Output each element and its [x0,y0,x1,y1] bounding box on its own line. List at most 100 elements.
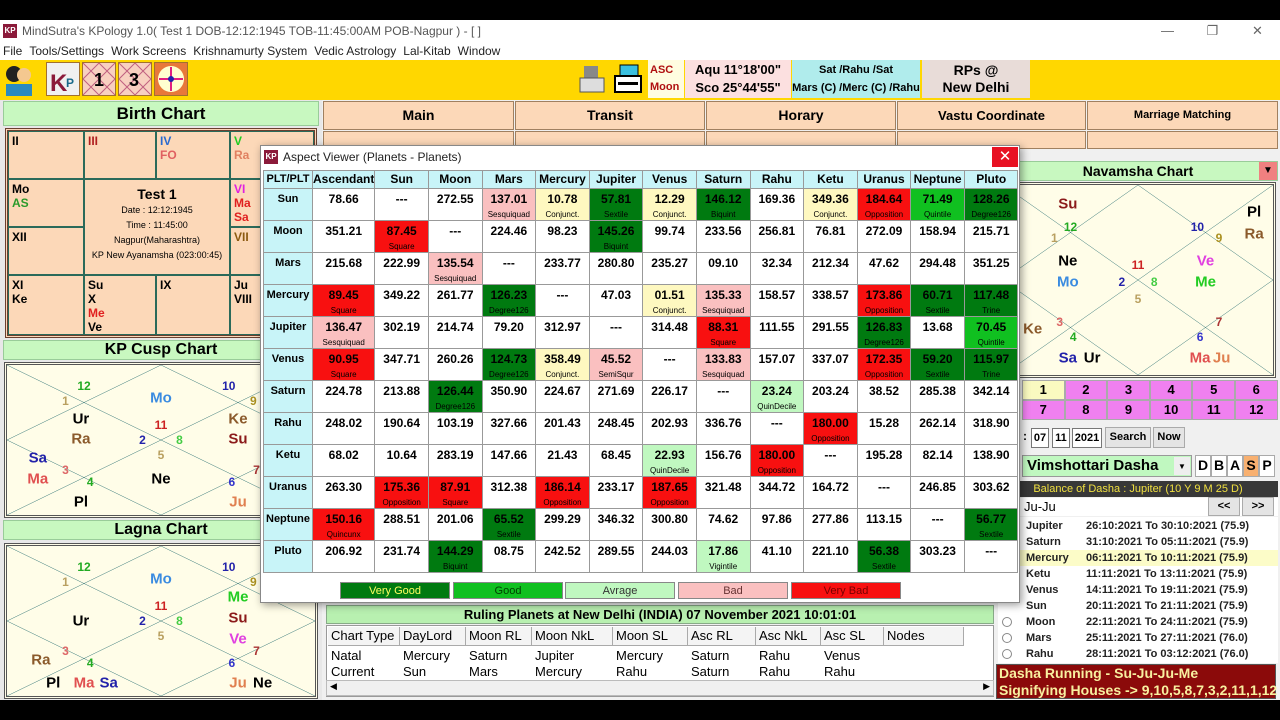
dasha-mode-d[interactable]: D [1195,455,1211,477]
aspect-cell[interactable]: 172.35 Opposition [856,348,912,381]
aspect-cell[interactable]: 233.17 [588,476,644,509]
aspect-cell[interactable]: 89.45 Square [311,284,376,317]
radio-button[interactable] [1002,649,1012,659]
aspect-cell[interactable]: 314.48 [642,316,697,349]
aspect-cell[interactable]: 23.24 QuinDecile [749,380,805,413]
birth-chart-house[interactable]: XI Ke [8,275,84,335]
rp-column-header[interactable]: Asc RL [688,627,756,646]
aspect-cell[interactable]: 256.81 [749,220,805,253]
aspect-cell[interactable]: 272.55 [427,188,483,221]
dasha-period-row[interactable]: Rahu 28:11:2021 To 03:12:2021 (76.0) [1000,646,1278,662]
aspect-cell[interactable]: 349.36 Conjunct. [803,188,858,221]
aspect-cell[interactable]: 135.54 Sesquiquad [427,252,483,285]
search-button[interactable]: Search [1105,427,1151,448]
aspect-cell[interactable]: 212.34 [803,252,858,285]
aspect-cell[interactable]: 351.21 [311,220,376,253]
rp-column-header[interactable]: Chart Type [328,627,400,646]
aspect-cell[interactable]: 12.29 Conjunct. [642,188,697,221]
aspect-cell[interactable]: 233.77 [535,252,590,285]
aspect-cell[interactable]: 57.81 Sextile [588,188,644,221]
aspect-cell[interactable]: 158.94 [910,220,965,253]
rp-column-header[interactable]: Moon RL [466,627,532,646]
aspect-cell[interactable]: 277.86 [803,508,858,541]
aspect-cell[interactable]: 145.26 Biquint [588,220,644,253]
tab-transit[interactable]: Transit [515,101,705,130]
dropdown-arrow-icon[interactable]: ▼ [1174,457,1190,475]
aspect-cell[interactable]: 201.06 [427,508,483,541]
scroll-left-arrow-icon[interactable]: ◀ [330,681,337,691]
birth-chart-house[interactable]: IX [156,275,230,335]
aspect-cell[interactable]: 65.52 Sextile [481,508,537,541]
aspect-cell[interactable]: 13.68 [910,316,965,349]
year-input[interactable]: 2021 [1072,428,1102,448]
aspect-cell[interactable]: 22.93 QuinDecile [642,444,697,477]
birth-chart-house[interactable]: IV FO [156,131,230,179]
aspect-cell[interactable]: 186.14 Opposition [535,476,590,509]
aspect-cell[interactable]: 358.49 Conjunct. [535,348,590,381]
aspect-cell[interactable]: 180.00 Opposition [749,444,805,477]
aspect-cell[interactable]: 41.10 [749,540,805,573]
house-button-3[interactable]: 3 [1107,380,1150,400]
aspect-cell[interactable]: 312.97 [535,316,590,349]
menu-lal-kitab[interactable]: Lal-Kitab [403,44,451,58]
dialog-title-bar[interactable]: KP Aspect Viewer (Planets - Planets) [261,146,1019,168]
aspect-cell[interactable]: 88.31 Square [695,316,751,349]
rp-column-header[interactable]: Asc NkL [756,627,821,646]
scroll-right-arrow-icon[interactable]: ▶ [983,681,990,691]
aspect-cell[interactable]: 138.90 [963,444,1019,477]
dasha-period-row[interactable]: Moon 22:11:2021 To 24:11:2021 (75.9) [1000,614,1278,630]
aspect-cell[interactable]: 74.62 [695,508,751,541]
aspect-cell[interactable]: 203.24 [803,380,858,413]
aspect-cell[interactable]: 117.48 Trine [963,284,1019,317]
aspect-cell[interactable]: 09.10 [695,252,751,285]
aspect-cell[interactable]: 201.43 [535,412,590,445]
day-input[interactable]: 07 [1031,428,1049,448]
aspect-cell[interactable]: 169.36 [749,188,805,221]
aspect-cell[interactable]: 262.14 [910,412,965,445]
subtab[interactable] [1087,131,1278,149]
aspect-cell[interactable]: 56.77 Sextile [963,508,1019,541]
aspect-cell[interactable]: 248.02 [311,412,376,445]
aspect-cell[interactable]: 231.74 [374,540,429,573]
aspect-cell[interactable]: 10.64 [374,444,429,477]
aspect-cell[interactable]: 164.72 [803,476,858,509]
dasha-period-row[interactable]: Sun 20:11:2021 To 21:11:2021 (75.9) [1000,598,1278,614]
rp-column-header[interactable]: DayLord [400,627,466,646]
birth-chart-house[interactable]: XII [8,227,84,275]
aspect-cell[interactable]: 338.57 [803,284,858,317]
aspect-cell[interactable]: 126.83 Degree126 [856,316,912,349]
dasha-mode-a[interactable]: A [1227,455,1243,477]
aspect-cell[interactable]: 291.55 [803,316,858,349]
aspect-cell[interactable]: 303.23 [910,540,965,573]
aspect-cell[interactable]: 128.26 Degree126 [963,188,1019,221]
aspect-cell[interactable]: 294.48 [910,252,965,285]
house-button-1[interactable]: 1 [1022,380,1065,400]
tab-marriage-matching[interactable]: Marriage Matching [1087,101,1278,130]
now-button[interactable]: Now [1153,427,1185,448]
aspect-cell[interactable]: 303.62 [963,476,1019,509]
house-button-9[interactable]: 9 [1107,400,1150,420]
aspect-cell[interactable]: 115.97 Trine [963,348,1019,381]
dasha-mode-b[interactable]: B [1211,455,1227,477]
aspect-cell[interactable]: 195.28 [856,444,912,477]
aspect-cell[interactable]: 349.22 [374,284,429,317]
aspect-cell[interactable]: 327.66 [481,412,537,445]
aspect-cell[interactable]: 175.36 Opposition [374,476,429,509]
chart-1-icon[interactable]: 1 [82,62,116,96]
aspect-cell[interactable]: 283.19 [427,444,483,477]
aspect-cell[interactable]: 150.16 Quincunx [311,508,376,541]
aspect-cell[interactable]: 226.17 [642,380,697,413]
aspect-cell[interactable]: 133.83 Sesquiquad [695,348,751,381]
house-button-8[interactable]: 8 [1064,400,1108,420]
aspect-cell[interactable]: 136.47 Sesquiquad [311,316,376,349]
minimize-button[interactable]: — [1161,23,1174,38]
house-button-6[interactable]: 6 [1235,380,1278,400]
radio-button[interactable] [1002,633,1012,643]
tab-horary[interactable]: Horary [706,101,896,130]
aspect-cell[interactable]: 344.72 [749,476,805,509]
house-button-2[interactable]: 2 [1064,380,1108,400]
aspect-cell[interactable]: 97.86 [749,508,805,541]
menu-window[interactable]: Window [457,44,501,58]
aspect-cell[interactable]: 215.68 [311,252,376,285]
users-icon[interactable] [2,62,36,96]
